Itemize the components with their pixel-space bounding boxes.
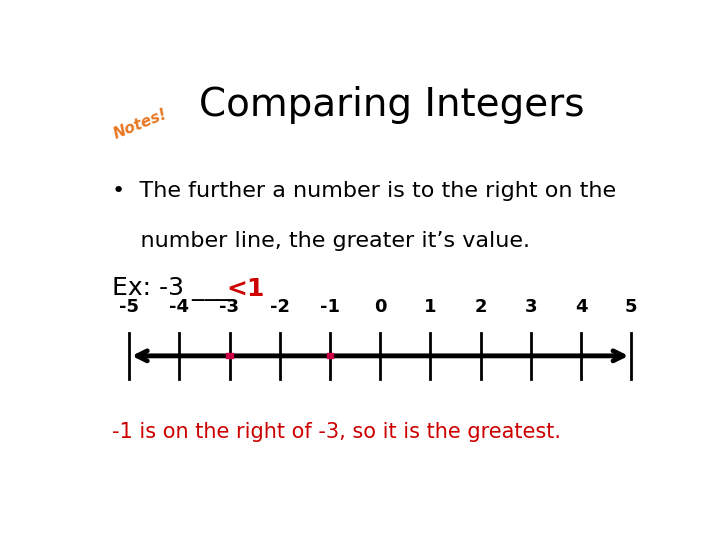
Text: <1: <1 xyxy=(227,277,265,301)
Text: 0: 0 xyxy=(374,299,387,316)
Text: -1: -1 xyxy=(320,299,340,316)
Bar xyxy=(226,353,233,359)
Text: Comparing Integers: Comparing Integers xyxy=(199,85,584,124)
Text: Notes!: Notes! xyxy=(111,106,169,141)
Text: Ex: -3 ___: Ex: -3 ___ xyxy=(112,277,230,301)
Bar xyxy=(327,353,333,359)
Text: number line, the greater it’s value.: number line, the greater it’s value. xyxy=(112,231,531,251)
Text: -3: -3 xyxy=(220,299,240,316)
Text: -2: -2 xyxy=(270,299,289,316)
Text: 4: 4 xyxy=(575,299,588,316)
Text: 1: 1 xyxy=(424,299,436,316)
Text: 5: 5 xyxy=(625,299,637,316)
Text: -1 is on the right of -3, so it is the greatest.: -1 is on the right of -3, so it is the g… xyxy=(112,422,562,442)
Text: •  The further a number is to the right on the: • The further a number is to the right o… xyxy=(112,181,616,201)
Text: 2: 2 xyxy=(474,299,487,316)
Text: 3: 3 xyxy=(525,299,537,316)
Text: -4: -4 xyxy=(169,299,189,316)
Text: -5: -5 xyxy=(119,299,139,316)
